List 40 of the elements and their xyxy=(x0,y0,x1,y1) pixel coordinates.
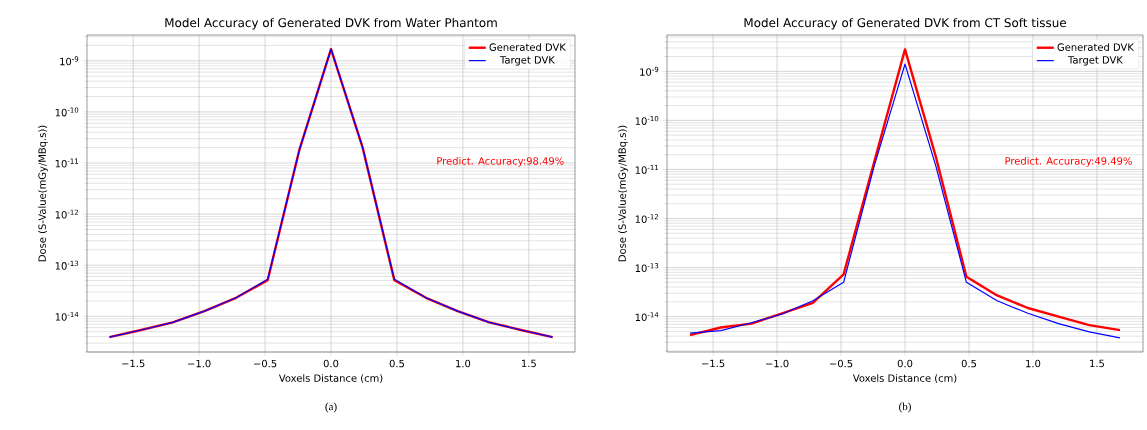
x-tick-label: −1.0 xyxy=(188,359,211,368)
x-tick-label: 0.5 xyxy=(961,359,977,368)
y-tick-label: 10$^{-14}$ xyxy=(55,311,79,321)
x-tick-label: 0.5 xyxy=(389,359,404,368)
y-tick-label: 10$^{-13}$ xyxy=(635,263,659,273)
y-tick-label: 10$^{-10}$ xyxy=(55,107,79,117)
y-axis-title: Dose (S-Value(mGy/MBq.s)) xyxy=(38,125,48,262)
legend-label: Generated DVK xyxy=(1057,43,1135,51)
text: (b) xyxy=(899,402,911,413)
x-tick-label: 1.0 xyxy=(1026,359,1041,368)
x-tick-label: 1.5 xyxy=(522,359,536,368)
x-axis-title: Voxels Distance (cm) xyxy=(278,374,383,384)
chart-title: Model Accuracy of Generated DVK from CT Soft tissue xyxy=(744,17,1067,30)
y-tick-label: 10$^{-9}$ xyxy=(60,56,79,66)
x-tick-label: 0.0 xyxy=(897,359,913,368)
y-tick-label: 10$^{-14}$ xyxy=(635,312,659,322)
x-tick-label: −0.5 xyxy=(830,359,853,368)
legend-label: Target DVK xyxy=(499,56,556,66)
annotation: Predict. Accuracy:98.49% xyxy=(437,156,564,167)
y-tick-label: 10$^{-9}$ xyxy=(640,66,659,76)
y-tick-label: 10$^{-12}$ xyxy=(55,209,79,219)
y-tick-label: 10$^{-11}$ xyxy=(55,158,79,168)
x-tick-label: −1.5 xyxy=(122,359,145,368)
y-tick-label: 10$^{-12}$ xyxy=(635,214,659,223)
legend-label: Generated DVK xyxy=(489,43,567,51)
y-tick-label: 10$^{-11}$ xyxy=(635,165,659,174)
x-tick-label: 1.0 xyxy=(456,359,471,368)
text: (a) xyxy=(325,402,337,413)
x-tick-label: −1.0 xyxy=(766,359,789,368)
x-tick-label: −1.5 xyxy=(702,359,725,368)
x-tick-label: 0.0 xyxy=(323,359,339,368)
y-tick-label: 10$^{-13}$ xyxy=(55,260,79,270)
y-axis-title: Dose (S-Value(mGy/MBq.s)) xyxy=(618,125,628,262)
x-axis-title: Voxels Distance (cm) xyxy=(852,374,957,384)
x-tick-label: 1.5 xyxy=(1090,359,1104,368)
chart-title: Model Accuracy of Generated DVK from Water Phantom xyxy=(165,17,497,30)
annotation: Predict. Accuracy:49.49% xyxy=(1005,156,1132,167)
x-tick-label: −0.5 xyxy=(254,359,277,368)
y-tick-label: 10$^{-10}$ xyxy=(635,115,659,125)
legend-label: Target DVK xyxy=(1067,56,1124,66)
